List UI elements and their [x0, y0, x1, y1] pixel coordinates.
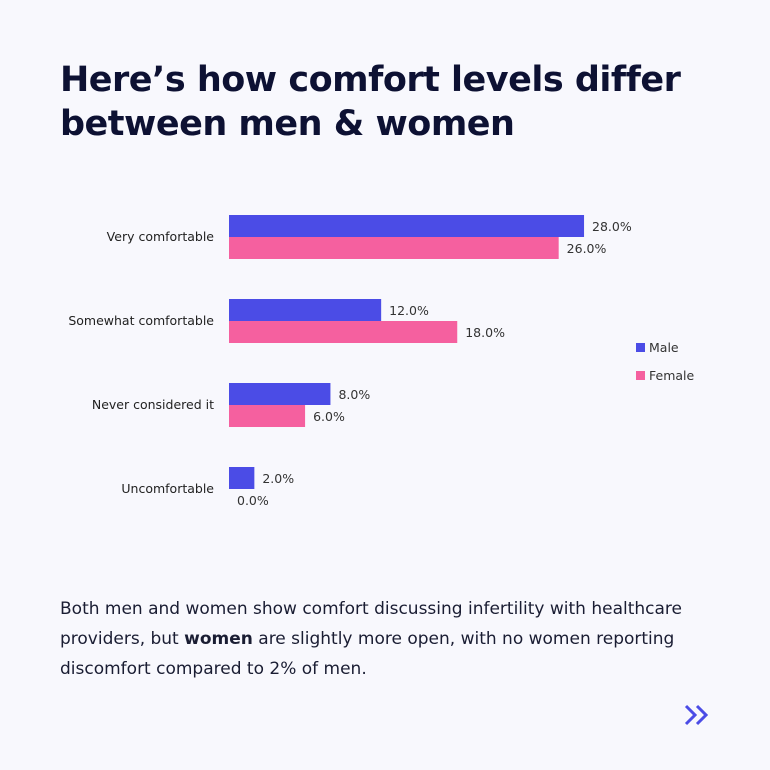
comfort-bar-chart: Very comfortable 28.0% 26.0% Somewhat comfo… [68, 215, 695, 508]
data-label: 6.0% [313, 409, 345, 424]
bar-male [229, 467, 255, 489]
bar-male [229, 215, 585, 237]
bar-female [229, 237, 559, 259]
data-label: 12.0% [389, 303, 429, 318]
description-part: Both men and women show comfort discussi… [60, 599, 683, 649]
data-label: 0.0% [237, 493, 269, 508]
data-label: 26.0% [567, 241, 607, 256]
description-text: Both men and women show comfort discussi… [60, 594, 700, 684]
data-label: 2.0% [262, 471, 294, 486]
legend-label: Male [649, 340, 679, 355]
category-label: Never considered it [92, 397, 214, 412]
double-chevron-right-icon[interactable] [684, 703, 712, 727]
category-label: Very comfortable [107, 229, 215, 244]
bar-female [229, 405, 306, 427]
bar-female [229, 321, 458, 343]
bar-male [229, 383, 331, 405]
description-emphasis: women [184, 629, 253, 649]
description-part: are slightly more open, with no women re… [60, 629, 675, 679]
category-label: Uncomfortable [121, 481, 214, 496]
data-label: 18.0% [465, 325, 505, 340]
legend-swatch-female [636, 371, 645, 380]
bar-male [229, 299, 382, 321]
data-label: 28.0% [592, 219, 632, 234]
page-title: Here’s how comfort levels differ between… [60, 60, 681, 144]
legend-swatch-male [636, 343, 645, 352]
data-label: 8.0% [338, 387, 370, 402]
category-label: Somewhat comfortable [68, 313, 214, 328]
legend-label: Female [649, 368, 695, 383]
